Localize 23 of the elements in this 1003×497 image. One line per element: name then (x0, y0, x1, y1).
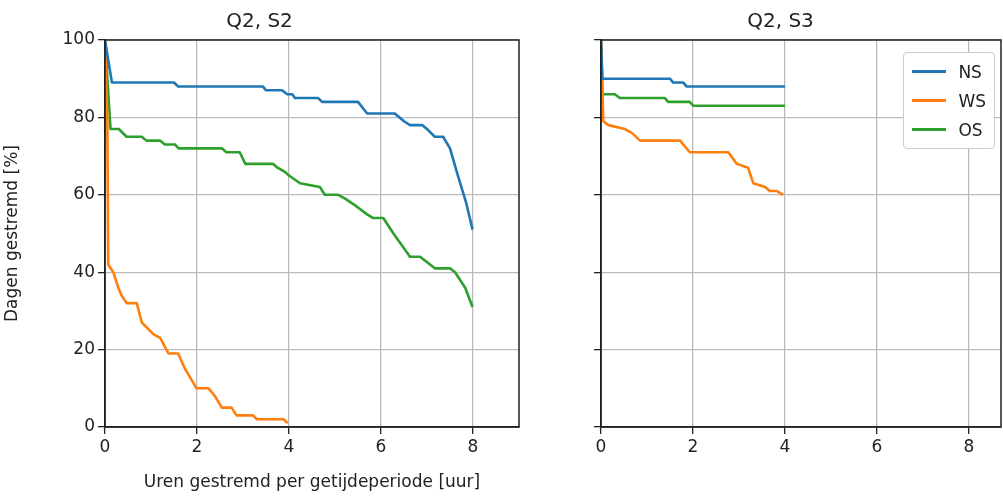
y-tick-label: 60 (73, 183, 95, 204)
x-tick-label: 4 (779, 435, 791, 456)
x-axis-title: Uren gestremd per getijdeperiode [uur] (143, 471, 481, 492)
chart-title: Q2, S3 (747, 8, 814, 33)
legend-label: NS (958, 61, 982, 82)
y-tick-label: 100 (62, 28, 95, 49)
x-tick-label: 8 (963, 435, 975, 456)
y-tick-label: 0 (84, 415, 95, 436)
x-tick-label: 4 (283, 435, 295, 456)
x-tick-label: 2 (687, 435, 699, 456)
legend-label: WS (958, 90, 986, 111)
y-tick-label: 80 (73, 105, 95, 126)
x-tick-label: 0 (99, 435, 111, 456)
x-tick-label: 6 (375, 435, 387, 456)
y-tick-label: 40 (73, 260, 95, 281)
x-tick-label: 8 (467, 435, 479, 456)
legend-label: OS (958, 119, 983, 140)
x-tick-label: 6 (871, 435, 883, 456)
y-tick-label: 20 (73, 338, 95, 359)
chart-title: Q2, S2 (226, 8, 293, 33)
x-tick-label: 2 (191, 435, 203, 456)
y-axis-title: Dagen gestremd [%] (0, 145, 21, 322)
x-tick-label: 0 (595, 435, 607, 456)
